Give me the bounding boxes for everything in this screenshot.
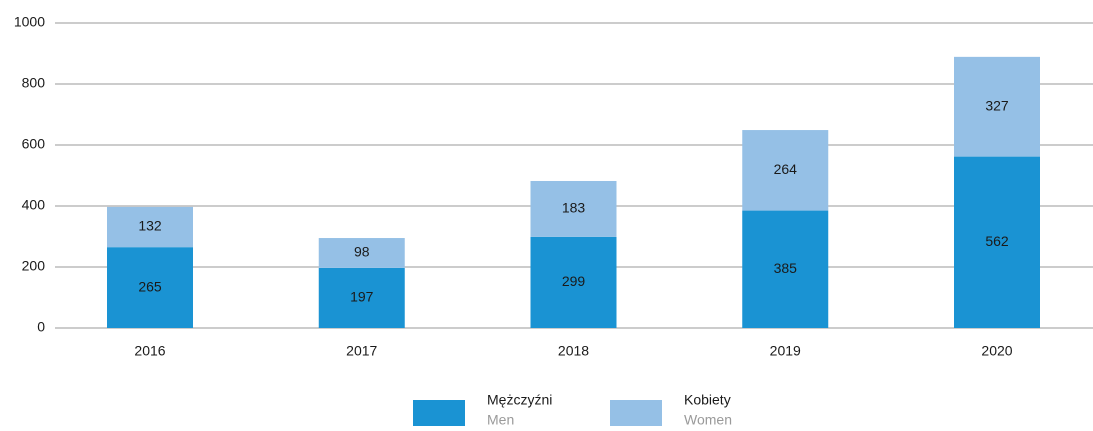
bar-segment [954,56,1040,157]
y-tick-label: 200 [22,258,46,274]
value-label: 197 [350,289,374,305]
value-label: 183 [562,200,586,216]
y-tick-label: 1000 [14,14,45,30]
x-tick-label: 2018 [558,343,589,359]
bar-segment [530,236,617,328]
bar-segment [107,247,193,328]
value-label: 265 [138,278,162,294]
value-label: 562 [985,233,1009,249]
legend-sublabel: Men [487,412,514,428]
bar-segment [742,130,829,211]
value-label: 98 [354,244,370,260]
value-label: 299 [562,273,586,289]
bar-segment [530,180,617,237]
value-label: 385 [774,260,798,276]
y-tick-label: 600 [22,136,46,152]
legend-swatch [413,400,465,426]
bar-segment [954,156,1040,328]
legend-label: Kobiety [684,392,731,408]
value-label: 132 [138,218,162,234]
value-label: 327 [985,97,1009,113]
value-label: 264 [774,161,798,177]
x-tick-label: 2020 [981,343,1012,359]
legend-swatch [610,400,662,426]
bar-segment [107,206,193,248]
x-tick-label: 2019 [770,343,801,359]
y-tick-label: 0 [37,319,45,335]
legend-sublabel: Women [684,412,732,428]
bar-segment [742,210,829,328]
y-tick-label: 400 [22,197,46,213]
x-tick-label: 2016 [134,343,165,359]
bar-segment [318,238,405,268]
legend-label: Mężczyźni [487,392,552,408]
bar-segment [318,267,405,328]
x-tick-label: 2017 [346,343,377,359]
y-tick-label: 800 [22,75,46,91]
